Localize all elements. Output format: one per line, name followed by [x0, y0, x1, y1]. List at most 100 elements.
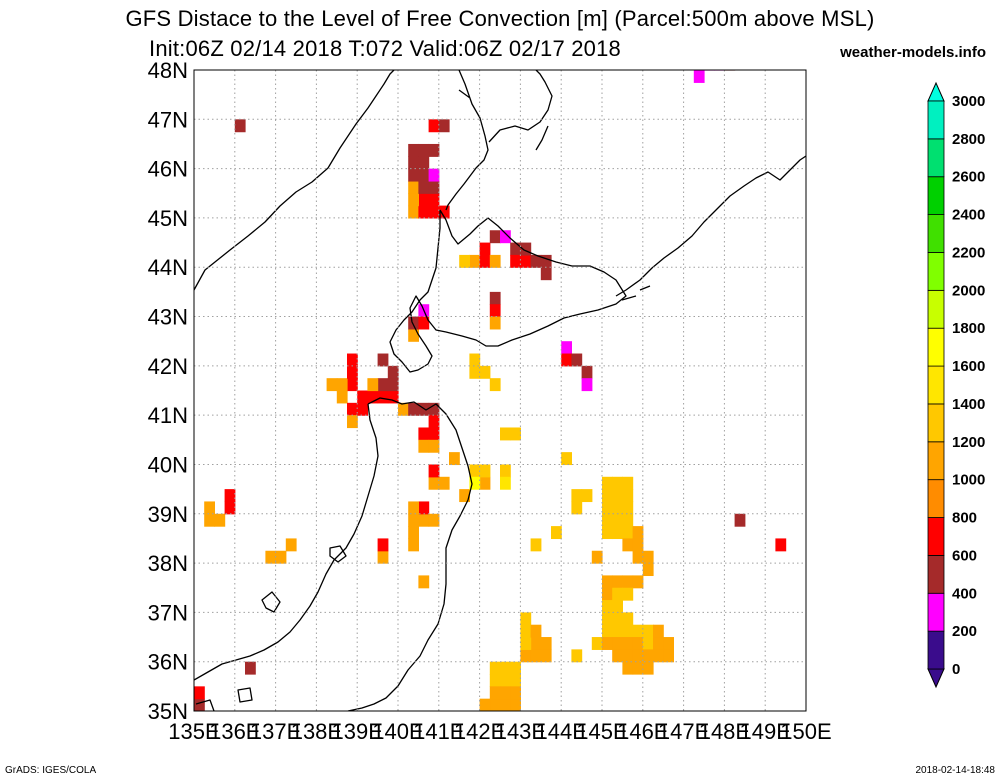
data-cell	[602, 612, 613, 626]
lon-tick-label: 148E	[699, 719, 750, 744]
lat-tick-label: 40N	[148, 452, 188, 477]
colorbar-label: 2000	[952, 282, 985, 299]
data-cell	[612, 624, 623, 638]
colorbar-above-triangle	[927, 81, 945, 102]
data-cell	[693, 70, 705, 83]
data-cell	[194, 686, 205, 700]
data-cell	[612, 476, 623, 490]
data-cell	[357, 390, 368, 404]
lat-tick-label: 46N	[148, 157, 188, 182]
gridlines	[194, 70, 806, 711]
coastline-hokkaido	[389, 209, 627, 373]
lon-tick-label: 138E	[291, 719, 342, 744]
data-cell	[632, 526, 644, 540]
lat-tick-label: 41N	[148, 403, 188, 428]
colorbar-segment	[927, 479, 945, 518]
colorbar-segment	[927, 176, 945, 215]
data-cell	[418, 156, 430, 170]
colorbar-segment	[927, 517, 945, 556]
data-cell	[632, 538, 644, 552]
colorbar-label: 1800	[952, 320, 985, 337]
data-cell	[622, 526, 634, 540]
data-cell	[489, 291, 501, 305]
data-cell	[520, 649, 532, 663]
lon-tick-label: 150E	[780, 719, 831, 744]
data-cell	[428, 464, 440, 478]
colorbar-below-triangle	[927, 668, 945, 689]
data-cell	[571, 649, 583, 663]
data-cell	[612, 575, 623, 589]
data-cell	[622, 476, 634, 490]
data-cell	[479, 242, 491, 256]
data-cell	[530, 624, 542, 638]
data-cell	[530, 254, 542, 268]
data-cell	[377, 538, 389, 552]
data-cell	[357, 402, 368, 416]
data-cell	[479, 698, 491, 711]
data-cell	[428, 427, 440, 441]
lon-tick-label: 141E	[413, 719, 464, 744]
data-cell	[428, 476, 440, 490]
data-cell	[581, 489, 593, 503]
data-cell	[642, 550, 654, 564]
data-cell	[245, 661, 256, 675]
lon-tick-label: 144E	[536, 719, 587, 744]
colorbar-segment	[927, 441, 945, 481]
data-cell	[571, 353, 583, 367]
data-cell	[469, 365, 481, 379]
data-cell	[428, 180, 440, 194]
data-cell	[489, 661, 501, 675]
data-cell	[561, 341, 572, 355]
coastline-sado-island	[329, 545, 347, 563]
data-cell	[663, 649, 674, 663]
lat-tick-label: 42N	[148, 354, 188, 379]
lat-tick-label: 45N	[148, 206, 188, 231]
data-cell	[622, 649, 634, 663]
data-cell	[734, 513, 746, 527]
colorbar-label: 3000	[952, 93, 985, 110]
data-cell	[489, 254, 501, 268]
data-cell	[622, 661, 634, 675]
data-cell	[642, 649, 654, 663]
lon-tick-label: 146E	[617, 719, 668, 744]
lat-tick-label: 36N	[148, 650, 188, 675]
coastline-kurils	[615, 155, 806, 301]
data-cell	[704, 70, 715, 71]
data-cell	[428, 402, 440, 416]
lat-tick-label: 39N	[148, 502, 188, 527]
data-cell	[489, 686, 501, 700]
data-cell	[642, 563, 654, 577]
colorbar-label: 1600	[952, 358, 985, 375]
data-cell	[428, 439, 440, 453]
data-cell	[602, 575, 613, 589]
colorbar-segment	[927, 100, 945, 140]
colorbar-label: 1200	[952, 434, 985, 451]
data-cell	[612, 489, 623, 503]
map-frame	[193, 69, 807, 712]
colorbar-label: 200	[952, 623, 977, 640]
data-cell	[500, 698, 511, 711]
data-cell	[622, 513, 634, 527]
data-cell	[377, 390, 389, 404]
data-cell	[479, 476, 491, 490]
data-cell	[489, 674, 501, 687]
data-cell	[602, 476, 613, 490]
data-cell	[418, 168, 430, 182]
data-cell	[602, 624, 613, 638]
data-cell	[591, 550, 603, 564]
data-cell	[224, 501, 236, 515]
data-cell	[489, 316, 501, 330]
data-cell	[632, 575, 644, 589]
data-cell	[642, 624, 654, 638]
data-cell	[622, 637, 634, 650]
data-cell	[602, 489, 613, 503]
lon-tick-label: 140E	[372, 719, 423, 744]
colorbar-label: 1000	[952, 472, 985, 489]
lon-tick-label: 136E	[209, 719, 260, 744]
data-cell	[408, 328, 419, 342]
colorbar-label: 2600	[952, 169, 985, 186]
data-cell	[418, 439, 430, 453]
data-cell	[612, 600, 623, 613]
data-cell	[602, 501, 613, 515]
colorbar-segment	[927, 138, 945, 178]
